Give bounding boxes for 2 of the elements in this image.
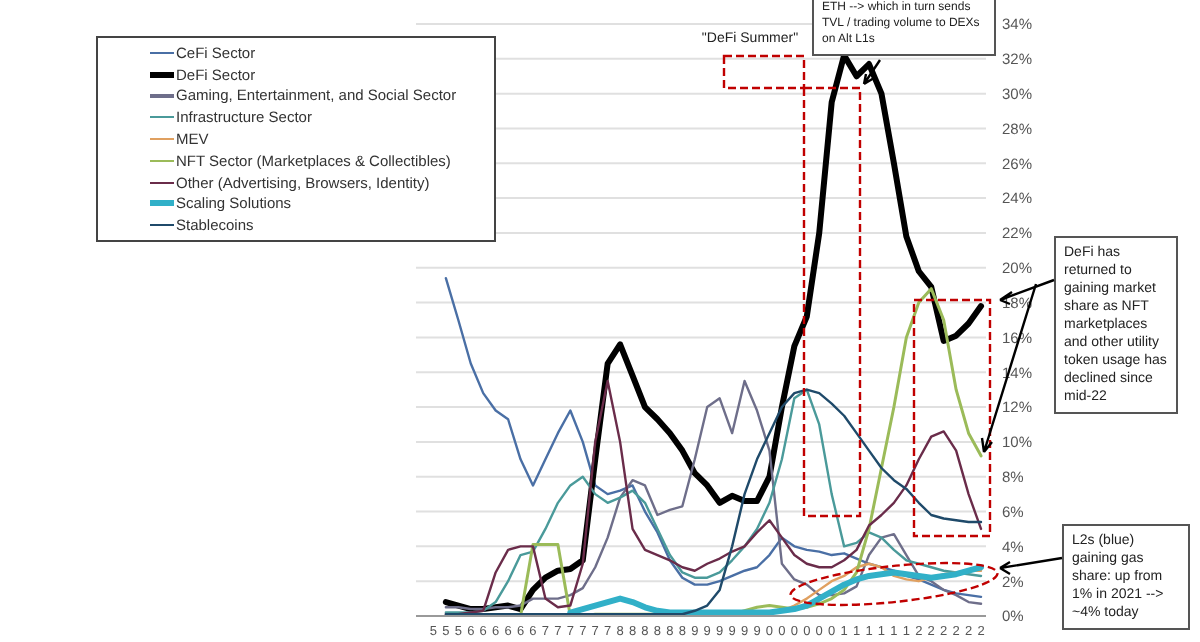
line-series [444,277,983,599]
line-series [567,564,985,616]
